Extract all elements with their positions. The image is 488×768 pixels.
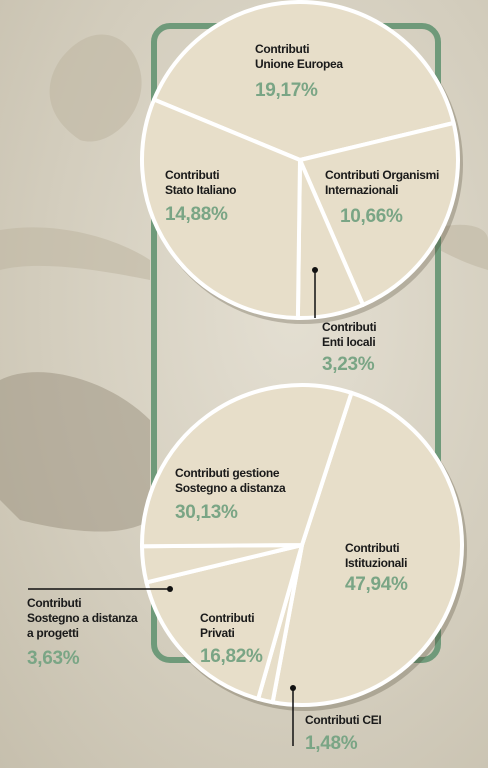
value-label: 3,63%: [27, 648, 79, 670]
value-label: 10,66%: [340, 206, 403, 228]
slice-label: Contributi Sostegno a distanza a progett…: [27, 596, 137, 641]
slice-label: Contributi Organismi Internazionali: [325, 168, 439, 198]
slice-label: Contributi gestione Sostegno a distanza: [175, 466, 285, 496]
slice-label: Contributi Istituzionali: [345, 541, 407, 571]
map-shape: [0, 227, 150, 280]
slice-label: Contributi CEI: [305, 713, 381, 728]
value-label: 16,82%: [200, 646, 263, 668]
value-label: 3,23%: [322, 354, 374, 376]
value-label: 19,17%: [255, 80, 318, 102]
map-shape: [50, 35, 142, 142]
slice-label: Contributi Enti locali: [322, 320, 376, 350]
photo: [0, 372, 150, 531]
pies: [142, 2, 467, 711]
value-label: 1,48%: [305, 733, 357, 755]
slice-label: Contributi Privati: [200, 611, 254, 641]
value-label: 14,88%: [165, 204, 228, 226]
page: Contributi Unione Europea 19,17% Contrib…: [0, 0, 488, 768]
slice-label: Contributi Unione Europea: [255, 42, 343, 72]
slice-label: Contributi Stato Italiano: [165, 168, 236, 198]
value-label: 47,94%: [345, 574, 408, 596]
value-label: 30,13%: [175, 502, 238, 524]
